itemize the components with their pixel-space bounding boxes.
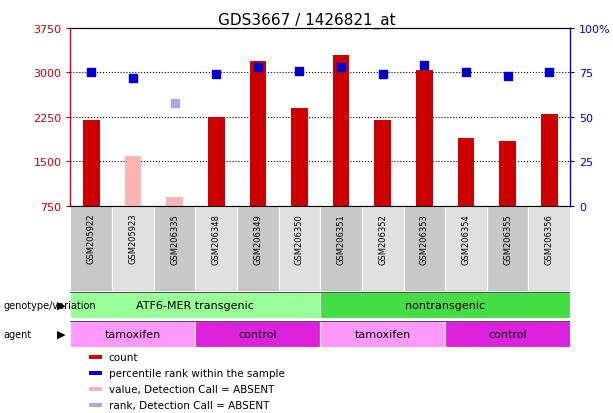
Bar — [70, 206, 112, 291]
Text: ▶: ▶ — [57, 329, 66, 339]
Text: value, Detection Call = ABSENT: value, Detection Call = ABSENT — [109, 384, 274, 394]
Point — [170, 100, 180, 107]
Text: GSM206354: GSM206354 — [462, 213, 471, 264]
Point — [211, 72, 221, 78]
Bar — [458, 138, 474, 206]
Text: GSM206335: GSM206335 — [170, 213, 179, 264]
Point — [128, 75, 138, 82]
Text: GSM206353: GSM206353 — [420, 213, 429, 264]
Bar — [154, 206, 196, 291]
Bar — [291, 109, 308, 206]
Text: GSM206351: GSM206351 — [337, 213, 346, 264]
Bar — [362, 206, 403, 291]
Text: GDS3667 / 1426821_at: GDS3667 / 1426821_at — [218, 12, 395, 28]
Text: ▶: ▶ — [57, 300, 66, 310]
Point — [419, 63, 429, 69]
Bar — [416, 70, 433, 206]
Text: control: control — [489, 329, 527, 339]
Text: tamoxifen: tamoxifen — [354, 329, 411, 339]
Text: GSM206356: GSM206356 — [545, 213, 554, 264]
Point — [295, 68, 305, 75]
Text: rank, Detection Call = ABSENT: rank, Detection Call = ABSENT — [109, 400, 269, 410]
Point — [503, 74, 512, 80]
Text: GSM206352: GSM206352 — [378, 213, 387, 264]
Point — [336, 65, 346, 71]
Bar — [70, 292, 320, 318]
Bar — [487, 206, 528, 291]
Text: nontransgenic: nontransgenic — [405, 300, 485, 310]
Bar — [528, 206, 570, 291]
Bar — [83, 121, 100, 206]
Text: GSM206350: GSM206350 — [295, 213, 304, 264]
Bar — [196, 321, 320, 347]
Bar — [320, 321, 445, 347]
Bar — [320, 292, 570, 318]
Bar — [333, 56, 349, 206]
Point — [461, 70, 471, 77]
Point — [86, 70, 96, 77]
Text: genotype/variation: genotype/variation — [3, 300, 96, 310]
Bar — [89, 355, 102, 359]
Bar — [89, 371, 102, 375]
Text: percentile rank within the sample: percentile rank within the sample — [109, 368, 284, 378]
Bar — [89, 403, 102, 407]
Text: GSM206349: GSM206349 — [253, 213, 262, 264]
Text: GSM206355: GSM206355 — [503, 213, 512, 264]
Bar — [166, 197, 183, 206]
Bar — [445, 321, 570, 347]
Point — [253, 65, 263, 71]
Text: ATF6-MER transgenic: ATF6-MER transgenic — [137, 300, 254, 310]
Point — [378, 72, 387, 78]
Bar — [445, 206, 487, 291]
Bar — [208, 118, 224, 206]
Bar — [237, 206, 279, 291]
Text: agent: agent — [3, 329, 31, 339]
Bar — [279, 206, 321, 291]
Bar — [320, 206, 362, 291]
Bar — [196, 206, 237, 291]
Bar — [375, 121, 391, 206]
Text: GSM206348: GSM206348 — [211, 213, 221, 264]
Bar — [112, 206, 154, 291]
Text: count: count — [109, 352, 139, 362]
Text: tamoxifen: tamoxifen — [105, 329, 161, 339]
Bar — [541, 115, 558, 206]
Text: control: control — [238, 329, 277, 339]
Text: GSM205922: GSM205922 — [87, 213, 96, 263]
Text: GSM205923: GSM205923 — [129, 213, 137, 264]
Bar — [124, 156, 141, 206]
Bar — [403, 206, 445, 291]
Bar — [500, 141, 516, 206]
Bar — [249, 62, 266, 206]
Bar — [89, 387, 102, 391]
Point — [544, 70, 554, 77]
Bar — [70, 321, 196, 347]
